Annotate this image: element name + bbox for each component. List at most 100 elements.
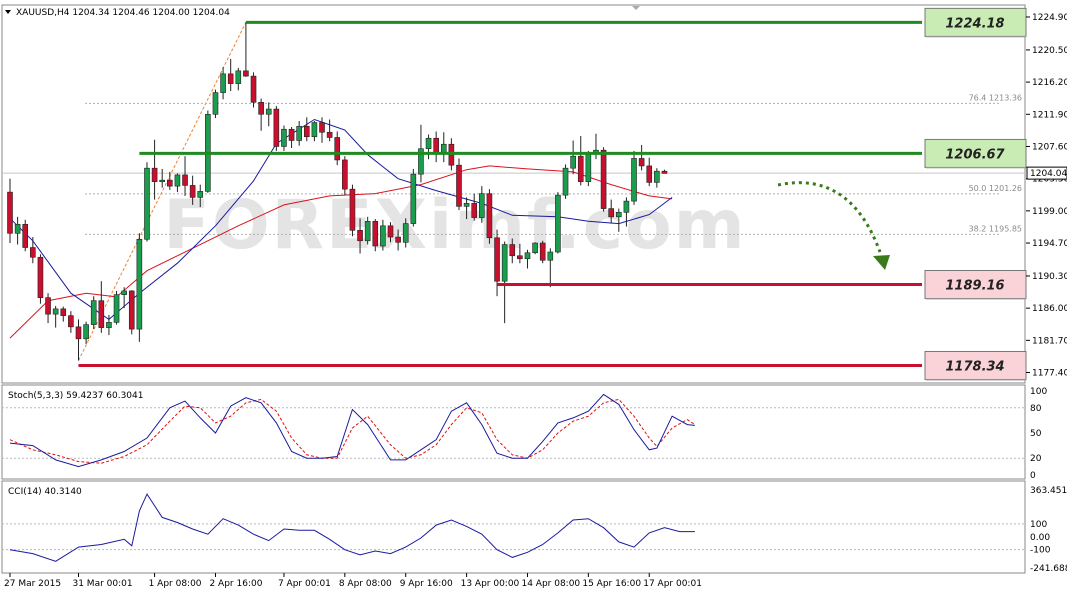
- candle-body: [402, 223, 409, 243]
- candle-body: [326, 131, 333, 138]
- candle: [486, 189, 493, 244]
- candle-body: [250, 75, 257, 103]
- candle-body: [570, 155, 576, 169]
- candle: [562, 164, 569, 199]
- candle: [45, 293, 51, 324]
- candle: [14, 216, 21, 245]
- support-level: 1189.16: [497, 269, 1027, 300]
- candle-body: [539, 242, 546, 261]
- stoch-signal-line: [9, 398, 696, 464]
- candle-body: [197, 191, 204, 198]
- cci-panel-frame: [1, 480, 1026, 574]
- candle-body: [167, 179, 173, 187]
- candle: [654, 168, 660, 188]
- candle-body: [151, 167, 158, 182]
- candle: [197, 184, 204, 208]
- candle: [189, 175, 196, 205]
- candle-body: [98, 300, 105, 328]
- candle: [288, 127, 295, 148]
- candle: [205, 110, 211, 193]
- candle-body: [395, 236, 401, 243]
- candle-body: [30, 247, 36, 258]
- watermark: FOREXimf.com: [163, 186, 746, 265]
- fib-trendline: [78, 21, 247, 361]
- candle: [68, 311, 74, 333]
- stoch-tick-label: 20: [1030, 454, 1042, 464]
- candle-body: [517, 255, 523, 260]
- candle-body: [654, 170, 660, 183]
- stoch-tick-label: 0: [1030, 471, 1036, 481]
- time-tick-label: 7 Apr 00:01: [278, 579, 331, 589]
- scroll-marker-icon[interactable]: [632, 6, 640, 10]
- candle-body: [7, 191, 13, 234]
- candle: [387, 222, 394, 243]
- candle-body: [83, 324, 89, 340]
- time-tick-label: 31 Mar 00:01: [72, 579, 132, 589]
- candle: [311, 121, 318, 142]
- collapse-triangle-icon[interactable]: [5, 10, 11, 14]
- candle-body: [486, 193, 493, 239]
- candle-body: [113, 294, 120, 323]
- candle-body: [372, 221, 379, 247]
- time-tick-label: 9 Apr 16:00: [400, 579, 453, 589]
- fibonacci-levels: 76.4 1213.36 50.0 1201.26 38.2 1195.85: [78, 21, 1022, 361]
- candle: [380, 219, 386, 251]
- candle: [342, 156, 348, 196]
- cci-tick-label: -100: [1030, 546, 1051, 556]
- candle-body: [265, 108, 272, 115]
- candle-body: [174, 174, 181, 187]
- candle: [75, 319, 82, 361]
- watermark-text: FOREXimf.com: [163, 186, 746, 265]
- candle: [600, 147, 607, 212]
- stoch-tick-label: 50: [1030, 429, 1042, 439]
- level-label: 1178.34: [945, 359, 1004, 374]
- candle: [167, 171, 173, 190]
- resistance-level: 1224.18: [245, 7, 1027, 38]
- candle-body: [212, 92, 219, 115]
- cci-title: CCI(14) 40.3140: [8, 487, 82, 497]
- candle-body: [615, 212, 622, 218]
- candle-body: [60, 308, 67, 316]
- candle: [585, 150, 592, 187]
- candle-body: [106, 322, 112, 328]
- level-label: 1189.16: [945, 278, 1004, 293]
- fib-level-label: 76.4 1213.36: [969, 93, 1022, 102]
- candle: [90, 296, 97, 330]
- candle: [532, 242, 538, 255]
- candle-body: [45, 297, 51, 315]
- candle-body: [75, 326, 82, 340]
- candle: [395, 229, 401, 251]
- candle-body: [182, 174, 188, 186]
- candle-body: [585, 152, 592, 182]
- candle-body: [577, 155, 584, 182]
- cci-indicator: 363.4516 100 0.00 -100 -241.6888: [2, 486, 1067, 574]
- candle-body: [425, 137, 432, 150]
- candle: [182, 156, 188, 196]
- price-tick-label: 1190.30: [1032, 272, 1067, 282]
- candle-body: [509, 244, 516, 257]
- candle-body: [159, 179, 165, 182]
- candle-body: [471, 203, 478, 218]
- resistance-level: 1206.67: [139, 138, 1027, 169]
- support-resistance-levels: 1224.18 1206.67 1189.16 1178.34: [78, 7, 1027, 381]
- candle-body: [319, 122, 325, 133]
- candle-body: [562, 167, 569, 196]
- candle: [615, 208, 622, 232]
- candle: [144, 162, 150, 242]
- candle: [463, 197, 470, 220]
- stoch-title: Stoch(5,3,3) 59.4237 60.3041: [8, 391, 143, 401]
- candle: [159, 168, 165, 188]
- price-tick-label: 1186.00: [1032, 304, 1067, 314]
- candle: [30, 237, 36, 264]
- current-price-label: 1204.04: [1030, 169, 1067, 179]
- time-tick-label: 17 Apr 00:01: [643, 579, 702, 589]
- candle: [517, 243, 523, 264]
- candle: [326, 119, 333, 142]
- candle-body: [189, 185, 196, 198]
- stoch-tick-label: 80: [1030, 404, 1042, 414]
- candle-body: [623, 200, 630, 213]
- stochastic-oscillator: 100 80 50 20 0: [2, 387, 1047, 481]
- candle-body: [380, 225, 386, 247]
